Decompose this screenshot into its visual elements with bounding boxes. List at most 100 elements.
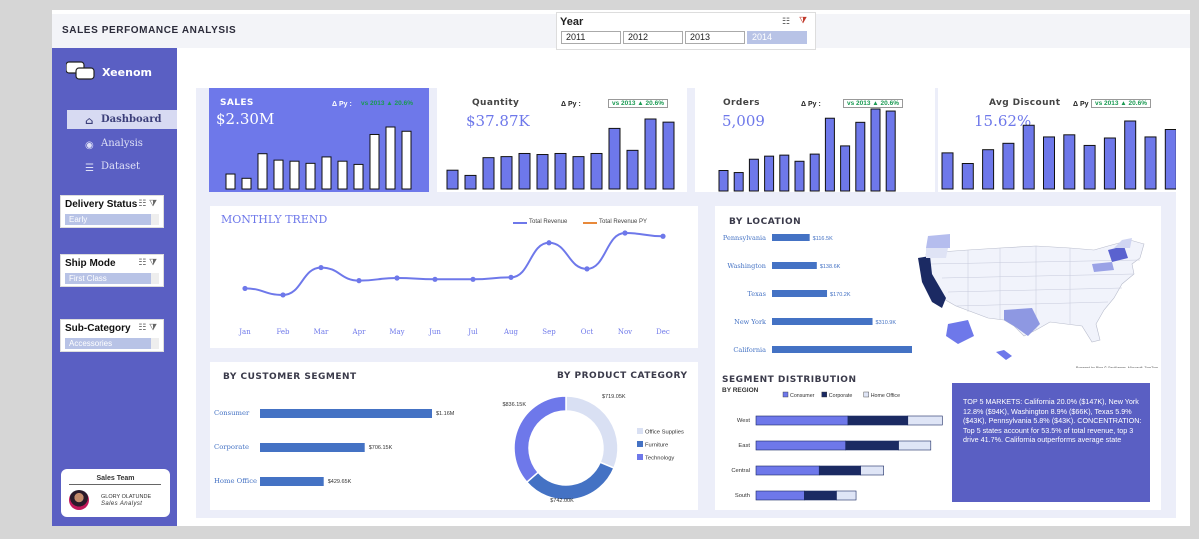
segment-value-label: $429.65K [328,479,352,485]
location-value-label: $138.6K [820,264,841,270]
stack-bar-segment[interactable] [804,490,837,501]
kpi-avg-discount-sparkbars [941,120,1176,190]
donut-slice[interactable] [525,461,615,501]
spark-bar [885,110,896,192]
revenue-point[interactable] [622,230,628,236]
sub-category-value[interactable]: Accessories [65,338,151,349]
region-label: South [735,493,750,499]
donut-slice[interactable] [513,395,567,484]
slicer-scrollbar[interactable] [151,273,159,284]
location-bar[interactable] [772,346,912,353]
slicer-scrollbar[interactable] [151,214,159,225]
monthly-trend-title: MONTHLY TREND [221,213,328,226]
by-category-donut: $719.05K $742.00K $836.15K Office Supplies F… [502,394,684,504]
revenue-point[interactable] [470,276,476,282]
clear-filter-icon[interactable]: ⧩ [799,15,808,25]
delivery-status-value[interactable]: Early [65,214,151,225]
multi-select-icon[interactable]: ☷ [782,16,791,26]
spark-bar [369,133,380,190]
revenue-point[interactable] [318,264,324,271]
spark-bar [500,156,513,190]
segment-label: Corporate [214,443,249,451]
stack-bar-segment[interactable] [898,440,932,451]
revenue-point[interactable] [432,276,438,282]
location-bar[interactable] [772,290,828,297]
ship-mode-slicer: Ship Mode ☷ ⧩ First Class [60,254,164,287]
stack-bar-segment[interactable] [755,415,849,426]
revenue-point[interactable] [584,266,590,272]
location-bar[interactable] [772,234,810,241]
location-bar[interactable] [772,318,873,325]
kpi-sales-badge: vs 2013 ▲ 20.6% [357,99,417,108]
stack-bar-segment[interactable] [845,440,899,451]
location-label: Washington [727,262,766,270]
legend-revenue-swatch [513,222,527,224]
revenue-point[interactable] [242,285,248,292]
legend-revenue-label: Total Revenue [529,219,568,225]
spark-bar [718,170,729,192]
location-value-label: $116.5K [813,236,833,242]
spark-bar [662,121,675,190]
by-segment-title: BY CUSTOMER SEGMENT [223,372,357,382]
segment-label: Consumer [214,409,250,417]
segment-bar[interactable] [260,443,365,452]
slicer-scrollbar[interactable] [151,338,159,349]
stack-bar-segment[interactable] [847,415,909,426]
month-tick-label: Jun [428,328,441,336]
revenue-point[interactable] [660,233,666,239]
stack-bar-segment[interactable] [907,415,943,426]
location-label: New York [734,318,766,326]
filter-icon[interactable]: ☷ ⧩ [138,322,157,332]
nav-dashboard[interactable]: ⌂ Dashboard [67,110,177,129]
team-member-role: Sales Analyst [101,501,143,507]
revenue-point[interactable] [508,274,514,280]
region-label: East [738,443,750,449]
spark-bar [446,169,459,190]
revenue-point[interactable] [546,240,552,246]
kpi-avg-discount-value: 15.62% [974,112,1032,130]
kpi-quantity-title: Quantity [472,98,520,108]
stack-bar-segment[interactable] [755,465,820,476]
stack-bar-segment[interactable] [860,465,884,476]
filter-icon[interactable]: ☷ ⧩ [138,257,157,267]
donut-value-label: $742.00K [550,498,574,504]
location-label: California [733,346,766,354]
stack-legend-swatch [782,391,789,398]
segment-bar[interactable] [260,409,432,418]
spark-bar [353,163,364,190]
stack-bar-segment[interactable] [818,465,861,476]
nav-dataset[interactable]: ☰ Dataset [67,157,177,176]
logo-icon [66,61,95,80]
revenue-point[interactable] [280,292,286,298]
spark-bar [273,159,284,190]
month-tick-label: Sep [542,328,556,336]
ship-mode-value[interactable]: First Class [65,273,151,284]
segment-bar[interactable] [260,477,324,486]
kpi-quantity-value: $37.87K [466,112,530,130]
monthly-trend-chart: Jan Feb Mar Apr May Jun Jul Aug Sep Oct Nov Dec [238,230,670,336]
stack-bar-segment[interactable] [836,490,857,501]
revenue-point[interactable] [394,275,400,281]
year-option-2014[interactable]: 2014 [747,31,807,44]
revenue-point[interactable] [356,278,362,284]
stack-bar-segment[interactable] [755,440,846,451]
filter-icon[interactable]: ☷ ⧩ [138,198,157,208]
segment-distribution-subtitle: BY REGION [722,387,759,394]
us-map: Powered by Bing © GeoNames, Microsoft, T… [918,234,1158,370]
by-location-chart: Pennsylvania $116.5K Washington $138.6K Texa… [723,234,912,354]
nav-analysis[interactable]: ◉ Analysis [67,134,177,153]
location-bar[interactable] [772,262,817,269]
year-option-2013[interactable]: 2013 [685,31,745,44]
spark-bar [870,108,881,192]
map-alaska [946,320,974,344]
spark-bar [779,154,790,192]
spark-bar [590,152,603,190]
spark-bar [536,154,549,190]
stack-bar-segment[interactable] [755,490,805,501]
kpi-quantity-py-label: Δ Py : [561,101,581,108]
donut-slice[interactable] [565,395,619,470]
kpi-avg-discount-title: Avg Discount [989,98,1061,108]
ship-mode-title: Ship Mode [65,258,116,269]
year-option-2011[interactable]: 2011 [561,31,621,44]
year-option-2012[interactable]: 2012 [623,31,683,44]
